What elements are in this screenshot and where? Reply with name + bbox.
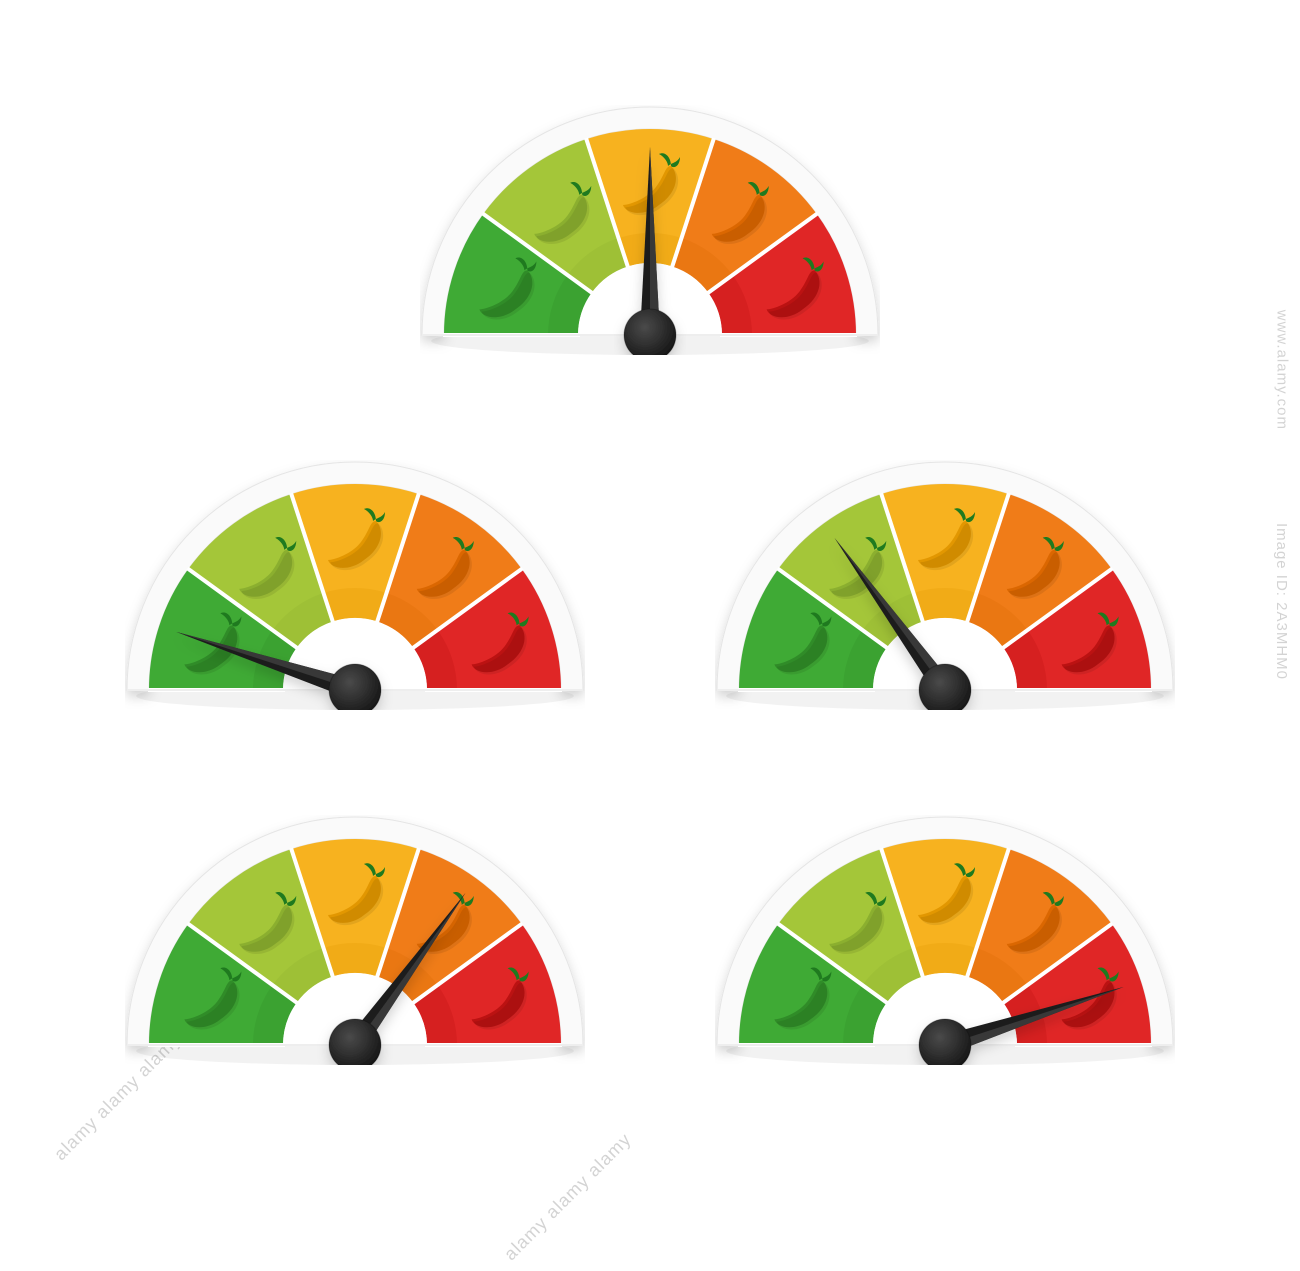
spice-gauge [715, 815, 1175, 1065]
gauge-svg [125, 460, 585, 710]
gauge-svg [420, 105, 880, 355]
spice-gauge [715, 460, 1175, 710]
spice-gauge [420, 105, 880, 355]
watermark-id: Image ID: 2A3MHM0 [1273, 523, 1290, 680]
spice-gauge [125, 815, 585, 1065]
watermark-diag-2: alamy alamy alamy [500, 1129, 636, 1265]
spice-gauge [125, 460, 585, 710]
watermark-url: www.alamy.com [1273, 310, 1290, 430]
canvas: alamy alamy alamy alamy alamy alamy alam… [0, 0, 1300, 1271]
gauge-svg [715, 460, 1175, 710]
gauge-svg [125, 815, 585, 1065]
gauge-svg [715, 815, 1175, 1065]
